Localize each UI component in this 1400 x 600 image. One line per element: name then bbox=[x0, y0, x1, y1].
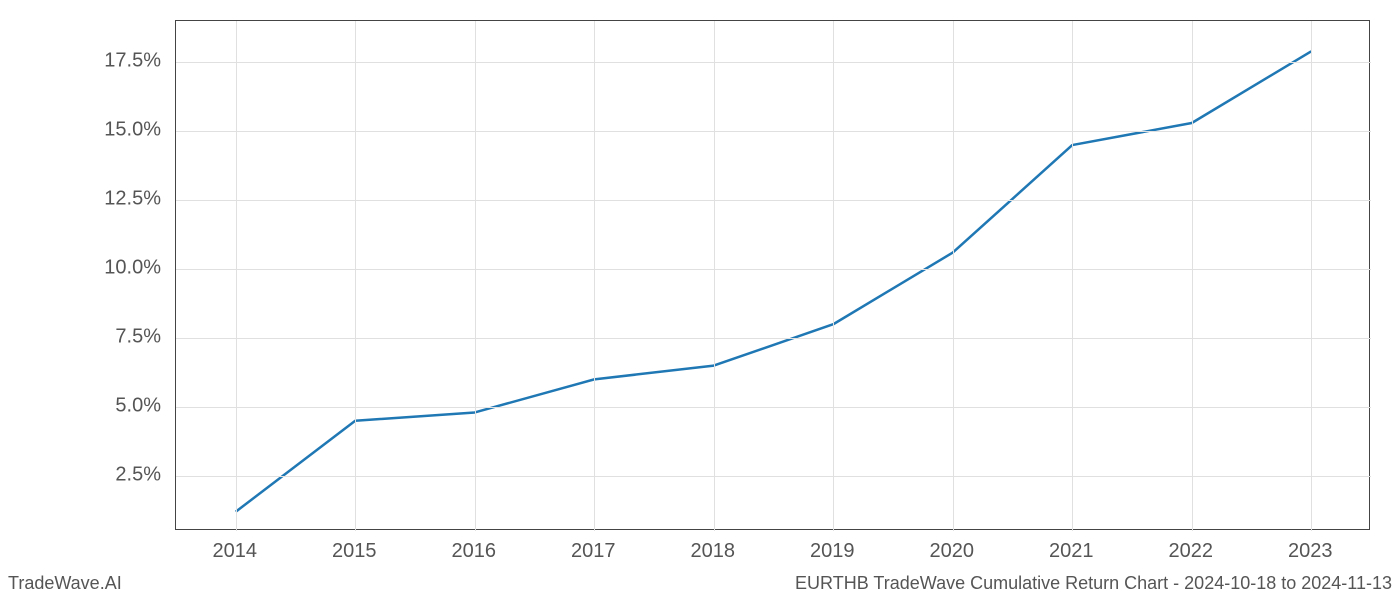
gridline-v bbox=[953, 21, 954, 531]
gridline-h bbox=[176, 407, 1371, 408]
x-tick-label: 2023 bbox=[1288, 540, 1333, 563]
plot-area bbox=[175, 20, 1370, 530]
gridline-v bbox=[1311, 21, 1312, 531]
y-tick-label: 5.0% bbox=[0, 394, 161, 417]
gridline-h bbox=[176, 269, 1371, 270]
gridline-h bbox=[176, 338, 1371, 339]
gridline-v bbox=[355, 21, 356, 531]
y-tick-label: 15.0% bbox=[0, 119, 161, 142]
gridline-v bbox=[475, 21, 476, 531]
chart-container: TradeWave.AI EURTHB TradeWave Cumulative… bbox=[0, 0, 1400, 600]
footer-left-label: TradeWave.AI bbox=[8, 573, 122, 594]
gridline-h bbox=[176, 200, 1371, 201]
gridline-v bbox=[236, 21, 237, 531]
gridline-v bbox=[1072, 21, 1073, 531]
x-tick-label: 2017 bbox=[571, 540, 616, 563]
y-tick-label: 7.5% bbox=[0, 326, 161, 349]
gridline-v bbox=[1192, 21, 1193, 531]
gridline-h bbox=[176, 131, 1371, 132]
gridline-v bbox=[594, 21, 595, 531]
x-tick-label: 2016 bbox=[452, 540, 497, 563]
footer-right-label: EURTHB TradeWave Cumulative Return Chart… bbox=[795, 573, 1392, 594]
return-line-series bbox=[236, 51, 1312, 511]
x-tick-label: 2019 bbox=[810, 540, 855, 563]
x-tick-label: 2022 bbox=[1169, 540, 1214, 563]
y-tick-label: 12.5% bbox=[0, 188, 161, 211]
gridline-v bbox=[714, 21, 715, 531]
y-tick-label: 17.5% bbox=[0, 50, 161, 73]
x-tick-label: 2021 bbox=[1049, 540, 1094, 563]
y-tick-label: 10.0% bbox=[0, 257, 161, 280]
gridline-h bbox=[176, 62, 1371, 63]
x-tick-label: 2018 bbox=[691, 540, 736, 563]
x-tick-label: 2020 bbox=[930, 540, 975, 563]
gridline-h bbox=[176, 476, 1371, 477]
y-tick-label: 2.5% bbox=[0, 463, 161, 486]
x-tick-label: 2015 bbox=[332, 540, 377, 563]
x-tick-label: 2014 bbox=[213, 540, 258, 563]
gridline-v bbox=[833, 21, 834, 531]
